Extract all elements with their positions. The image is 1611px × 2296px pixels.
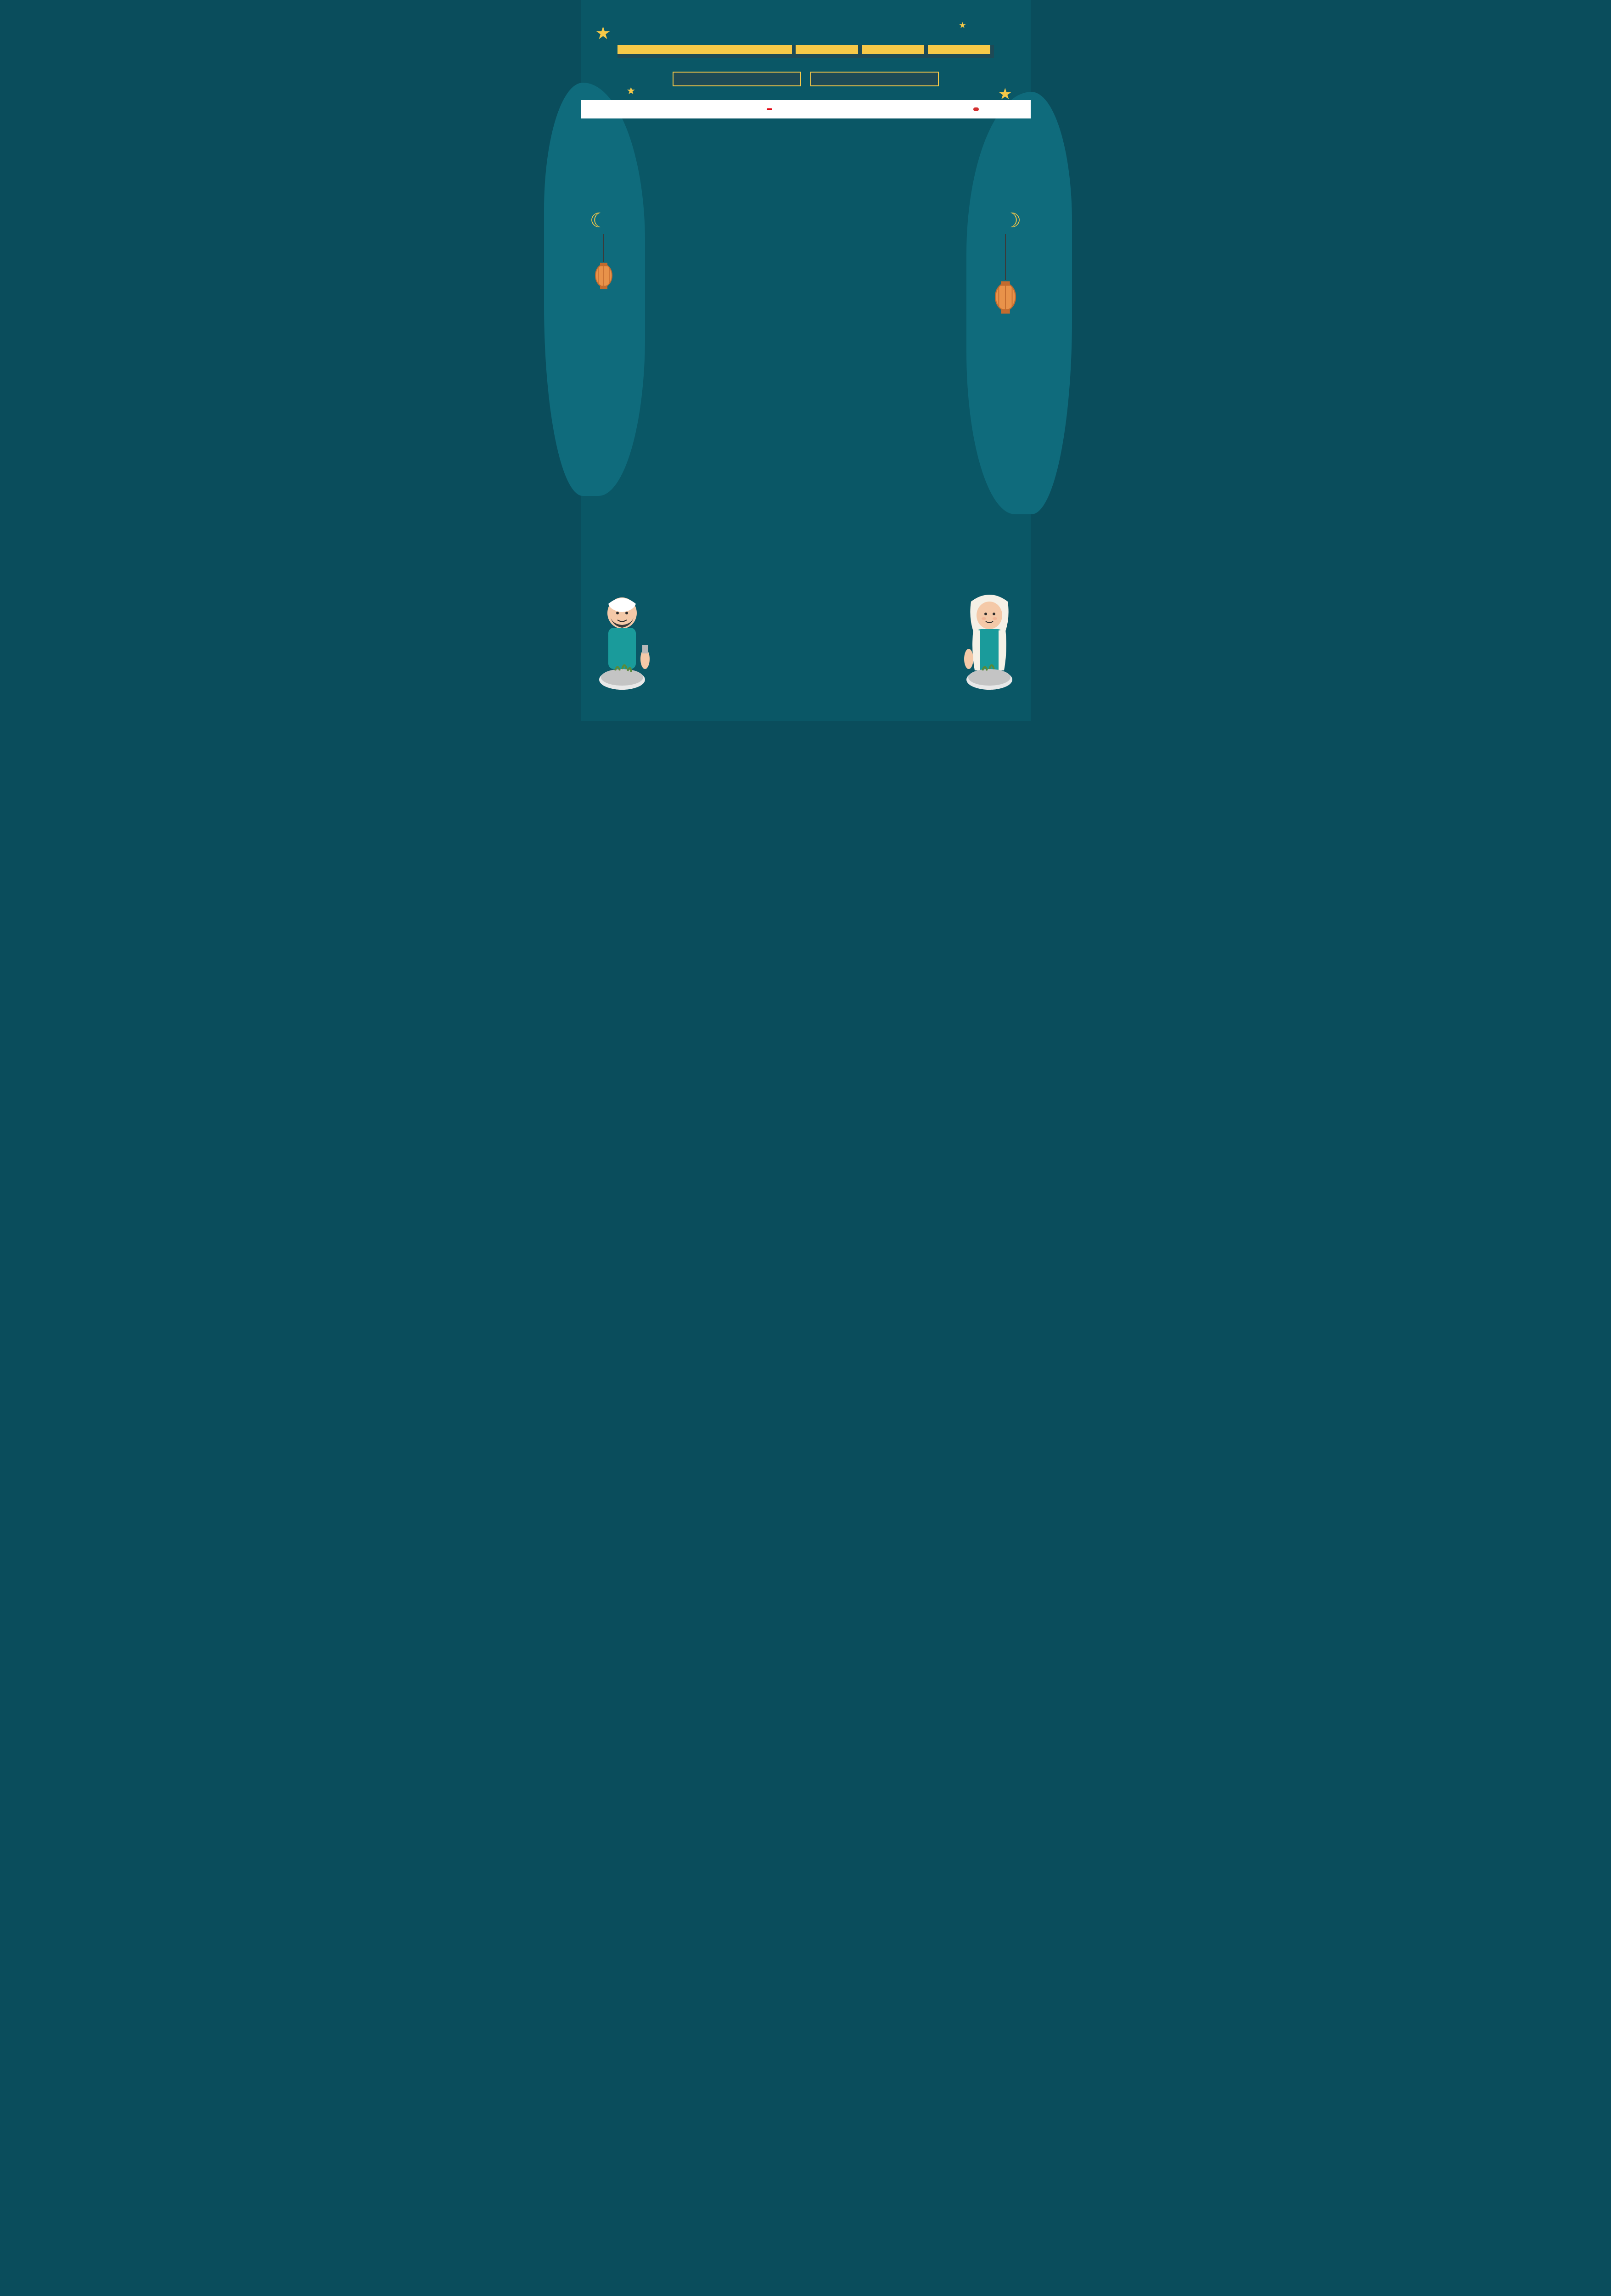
moon-icon: ☾	[1003, 209, 1021, 232]
table-headers	[617, 45, 994, 54]
star-icon: ★	[627, 85, 636, 97]
lantern-icon	[993, 234, 1018, 321]
lantern-icon	[594, 234, 614, 296]
character-woman-icon	[948, 590, 1026, 698]
schedule-table	[617, 45, 994, 58]
footer-logos	[581, 100, 1031, 118]
character-man-icon	[585, 590, 663, 698]
header-imsak	[862, 45, 924, 54]
header-subuh	[928, 45, 990, 54]
header-maghrib	[796, 45, 858, 54]
page-container: ★ ★ ★ ★ ☾ ☾	[581, 0, 1031, 721]
promo-boxes	[617, 72, 994, 86]
promo-box-friyay	[810, 72, 939, 86]
logo-pepper-lunch	[973, 107, 979, 111]
header	[581, 0, 1031, 36]
header-tanggal	[617, 45, 792, 54]
moon-icon: ☾	[590, 209, 608, 232]
bg-decoration-right	[966, 92, 1072, 514]
promo-box-cashback	[673, 72, 801, 86]
logo-indomaret	[767, 108, 772, 110]
promo-section	[617, 72, 994, 86]
